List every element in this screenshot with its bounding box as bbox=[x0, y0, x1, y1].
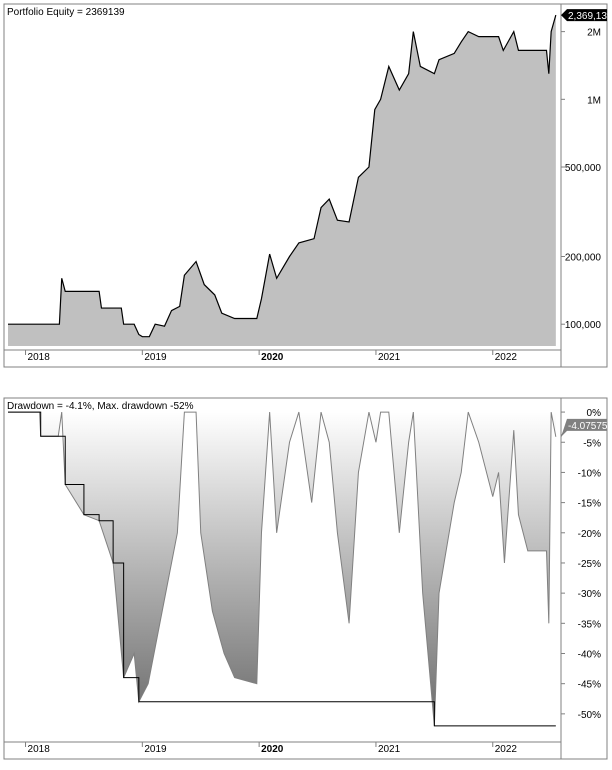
y-tick-label: -45% bbox=[578, 680, 601, 691]
chart-title: Portfolio Equity = 2369139 bbox=[7, 7, 125, 18]
x-tick-label: 2022 bbox=[495, 744, 518, 755]
drawdown-area bbox=[8, 412, 556, 726]
y-tick-label: 500,000 bbox=[565, 163, 602, 174]
last-value-marker bbox=[561, 9, 607, 22]
y-tick-label: -5% bbox=[583, 438, 601, 449]
y-tick-label: -25% bbox=[578, 559, 601, 570]
y-tick-label: 2M bbox=[587, 28, 601, 39]
y-tick-label: -40% bbox=[578, 650, 601, 661]
y-tick-label: -50% bbox=[578, 710, 601, 721]
last-value-marker bbox=[561, 418, 607, 437]
x-tick-label: 2021 bbox=[378, 352, 401, 363]
x-tick-label: 2018 bbox=[28, 352, 51, 363]
equity-area bbox=[8, 15, 556, 347]
equity-panel: Portfolio Equity = 2369139 100,000 200,000… bbox=[3, 3, 612, 368]
equity-line bbox=[8, 14, 557, 338]
y-tick-label: 200,000 bbox=[565, 253, 602, 264]
y-tick-label: -15% bbox=[578, 499, 601, 510]
drawdown-panel: Drawdown = -4.1%, Max. drawdown -52% 0% -5… bbox=[3, 397, 608, 760]
max-drawdown-line bbox=[8, 411, 556, 727]
last-value-label: -4.07575 bbox=[568, 421, 608, 432]
y-tick-label: 0% bbox=[587, 408, 602, 419]
y-tick-label: -10% bbox=[578, 468, 601, 479]
x-tick-label: 2019 bbox=[144, 744, 167, 755]
x-tick-label: 2021 bbox=[378, 744, 401, 755]
drawdown-line bbox=[8, 411, 557, 726]
x-tick-label: 2019 bbox=[144, 352, 167, 363]
y-tick-label: 100,000 bbox=[565, 320, 602, 331]
last-value-label: 2,369,139 bbox=[568, 11, 612, 22]
x-tick-label: 2020 bbox=[261, 352, 284, 363]
x-tick-label: 2022 bbox=[495, 352, 518, 363]
y-tick-label: 1M bbox=[587, 95, 601, 106]
y-tick-label: -20% bbox=[578, 529, 601, 540]
chart-title: Drawdown = -4.1%, Max. drawdown -52% bbox=[7, 401, 194, 412]
x-tick-label: 2018 bbox=[28, 744, 51, 755]
y-tick-label: -30% bbox=[578, 589, 601, 600]
x-tick-label: 2020 bbox=[261, 744, 284, 755]
y-tick-label: -35% bbox=[578, 619, 601, 630]
